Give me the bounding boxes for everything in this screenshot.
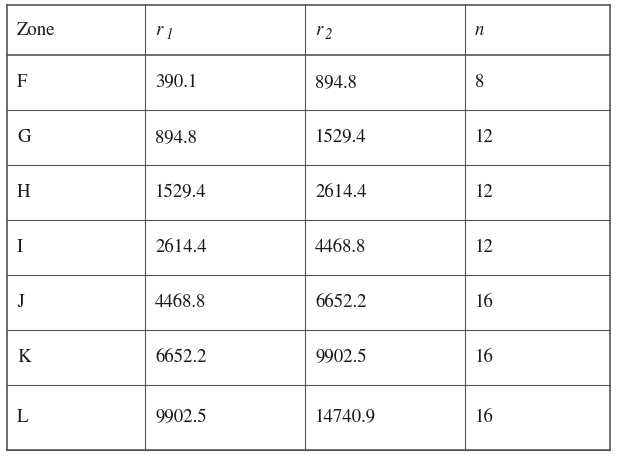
Text: 894.8: 894.8	[315, 74, 357, 91]
Text: 14740.9: 14740.9	[315, 409, 376, 426]
Text: I: I	[17, 239, 23, 256]
Text: n: n	[475, 21, 485, 39]
Text: F: F	[17, 74, 27, 91]
Text: 9902.5: 9902.5	[155, 409, 207, 426]
Text: r: r	[315, 21, 322, 39]
Text: 4468.8: 4468.8	[315, 239, 366, 256]
Text: L: L	[17, 409, 29, 426]
Text: 8: 8	[475, 74, 485, 91]
Text: 1: 1	[165, 28, 172, 42]
Text: 6652.2: 6652.2	[155, 349, 207, 366]
Text: 1529.4: 1529.4	[315, 129, 366, 146]
Text: 12: 12	[475, 129, 494, 146]
Text: 1529.4: 1529.4	[155, 184, 207, 201]
Text: 16: 16	[475, 409, 494, 426]
Text: 2: 2	[325, 28, 332, 42]
Text: J: J	[17, 294, 24, 311]
Text: 4468.8: 4468.8	[155, 294, 207, 311]
Text: 12: 12	[475, 239, 494, 256]
Text: K: K	[17, 349, 30, 366]
Text: 6652.2: 6652.2	[315, 294, 366, 311]
Text: 2614.4: 2614.4	[315, 184, 366, 201]
Text: G: G	[17, 129, 30, 146]
Text: Zone: Zone	[17, 21, 55, 38]
Text: r: r	[155, 21, 162, 39]
Text: 12: 12	[475, 184, 494, 201]
Text: 16: 16	[475, 294, 494, 311]
Text: 16: 16	[475, 349, 494, 366]
Text: 390.1: 390.1	[155, 74, 197, 91]
Text: 2614.4: 2614.4	[155, 239, 207, 256]
Text: 9902.5: 9902.5	[315, 349, 366, 366]
Text: 894.8: 894.8	[155, 129, 197, 146]
Text: H: H	[17, 184, 30, 201]
